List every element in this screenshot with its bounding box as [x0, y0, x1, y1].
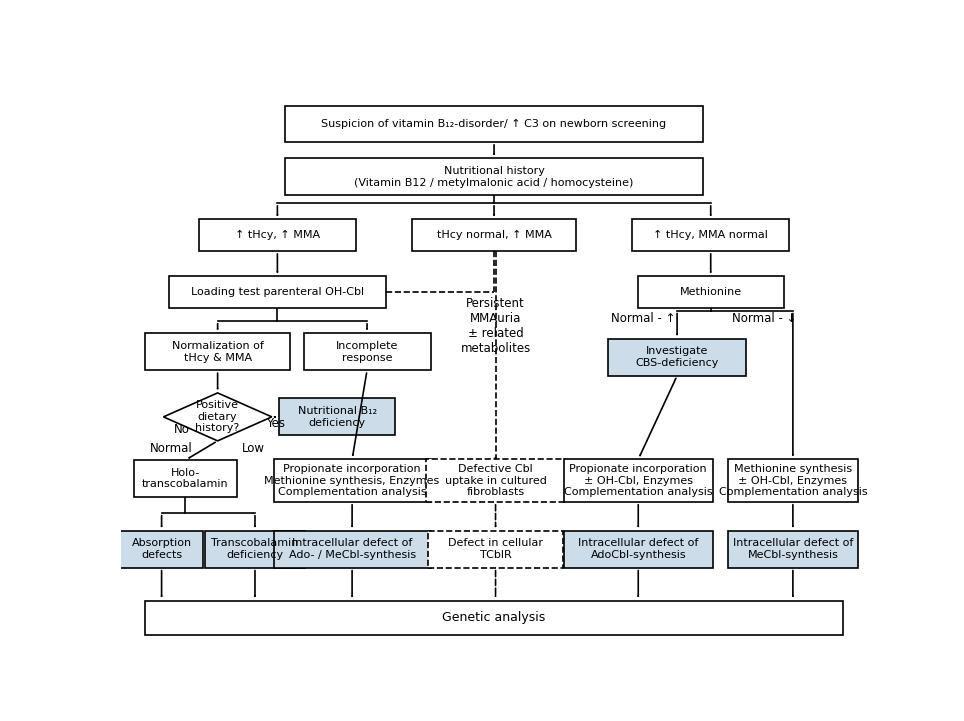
Text: Absorption
defects: Absorption defects: [131, 539, 192, 560]
FancyBboxPatch shape: [304, 333, 431, 371]
FancyBboxPatch shape: [169, 276, 386, 308]
FancyBboxPatch shape: [638, 276, 784, 308]
Text: Intracellular defect of
MeCbl-synthesis: Intracellular defect of MeCbl-synthesis: [733, 539, 853, 560]
Text: ↑ tHcy, ↑ MMA: ↑ tHcy, ↑ MMA: [235, 230, 320, 240]
Text: Methionine synthesis
± OH-Cbl, Enzymes
Complementation analysis: Methionine synthesis ± OH-Cbl, Enzymes C…: [718, 464, 868, 497]
Text: Incomplete
response: Incomplete response: [335, 341, 398, 363]
FancyBboxPatch shape: [134, 460, 237, 497]
FancyBboxPatch shape: [564, 531, 713, 567]
Text: Yes: Yes: [266, 417, 285, 430]
FancyBboxPatch shape: [428, 531, 563, 567]
FancyBboxPatch shape: [274, 531, 431, 567]
Text: Transcobalamin
deficiency: Transcobalamin deficiency: [211, 539, 299, 560]
FancyBboxPatch shape: [145, 333, 290, 371]
FancyBboxPatch shape: [728, 459, 858, 502]
Text: ↑ tHcy, MMA normal: ↑ tHcy, MMA normal: [654, 230, 768, 240]
Text: Normal - ↑: Normal - ↑: [611, 311, 676, 324]
Text: Propionate incorporation
Methionine synthesis, Enzymes
Complementation analysis: Propionate incorporation Methionine synt…: [264, 464, 440, 497]
Text: Suspicion of vitamin B₁₂-disorder/ ↑ C3 on newborn screening: Suspicion of vitamin B₁₂-disorder/ ↑ C3 …: [321, 119, 667, 129]
Text: tHcy normal, ↑ MMA: tHcy normal, ↑ MMA: [437, 230, 551, 240]
Text: Positive
dietary
history?: Positive dietary history?: [196, 400, 240, 433]
Text: Defect in cellular
TCblR: Defect in cellular TCblR: [448, 539, 543, 560]
Text: Normal - ↓: Normal - ↓: [733, 311, 797, 324]
Text: Nutritional history
(Vitamin B12 / metylmalonic acid / homocysteine): Nutritional history (Vitamin B12 / metyl…: [355, 167, 633, 187]
FancyBboxPatch shape: [145, 601, 844, 634]
Text: Loading test parenteral OH-Cbl: Loading test parenteral OH-Cbl: [191, 287, 364, 297]
Text: Normal: Normal: [150, 442, 193, 455]
FancyBboxPatch shape: [120, 531, 203, 567]
FancyBboxPatch shape: [280, 399, 395, 435]
Text: Low: Low: [242, 442, 265, 455]
Text: Intracellular defect of
Ado- / MeCbl-synthesis: Intracellular defect of Ado- / MeCbl-syn…: [288, 539, 415, 560]
FancyBboxPatch shape: [728, 531, 858, 567]
Text: Propionate incorporation
± OH-Cbl, Enzymes
Complementation analysis: Propionate incorporation ± OH-Cbl, Enzym…: [564, 464, 712, 497]
FancyBboxPatch shape: [199, 219, 356, 251]
Text: Genetic analysis: Genetic analysis: [442, 611, 546, 624]
Text: Methionine: Methionine: [680, 287, 741, 297]
FancyBboxPatch shape: [412, 219, 576, 251]
FancyBboxPatch shape: [274, 459, 431, 502]
FancyBboxPatch shape: [632, 219, 790, 251]
Text: Nutritional B₁₂
deficiency: Nutritional B₁₂ deficiency: [298, 406, 377, 428]
Text: Persistent
MMAuria
± related
metabolites: Persistent MMAuria ± related metabolites: [461, 297, 530, 355]
Text: Intracellular defect of
AdoCbl-synthesis: Intracellular defect of AdoCbl-synthesis: [578, 539, 699, 560]
FancyBboxPatch shape: [426, 459, 565, 502]
FancyBboxPatch shape: [285, 107, 704, 142]
Text: Normalization of
tHcy & MMA: Normalization of tHcy & MMA: [172, 341, 263, 363]
FancyBboxPatch shape: [608, 339, 746, 376]
Text: No: No: [174, 423, 190, 435]
Polygon shape: [164, 393, 272, 441]
FancyBboxPatch shape: [285, 159, 704, 195]
Text: Investigate
CBS-deficiency: Investigate CBS-deficiency: [635, 347, 719, 368]
FancyBboxPatch shape: [204, 531, 306, 567]
FancyBboxPatch shape: [564, 459, 713, 502]
Text: Defective Cbl
uptake in cultured
fibroblasts: Defective Cbl uptake in cultured fibrobl…: [444, 464, 547, 497]
Text: Holo-
transcobalamin: Holo- transcobalamin: [142, 468, 228, 490]
